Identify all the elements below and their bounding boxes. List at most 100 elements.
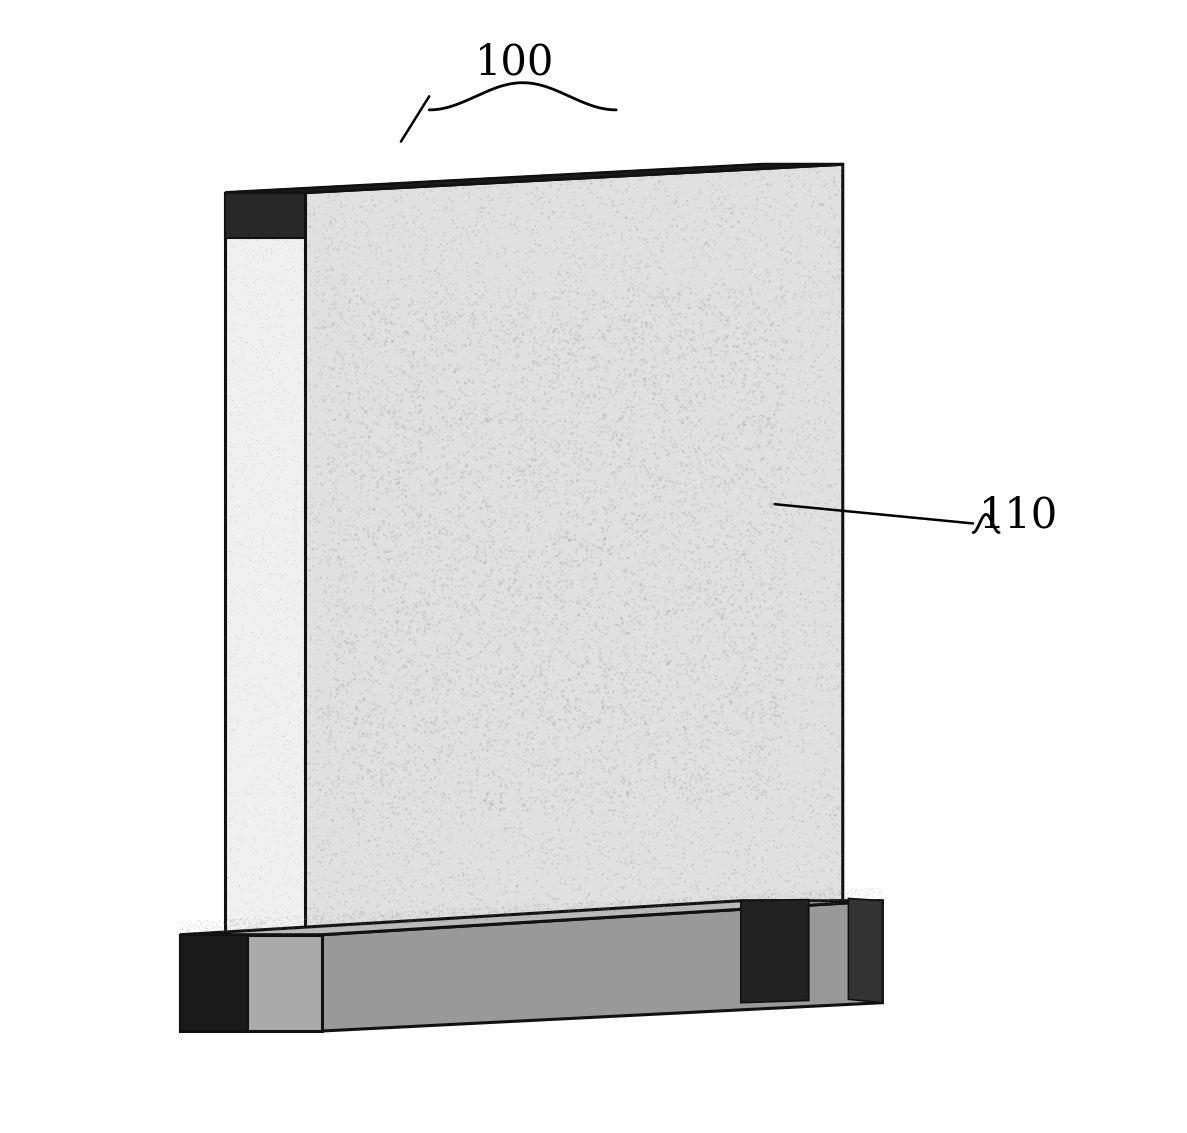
Point	[807, 462, 826, 480]
Point	[684, 489, 703, 508]
Point	[772, 463, 791, 482]
Point	[320, 854, 339, 872]
Point	[297, 910, 316, 928]
Point	[423, 270, 442, 288]
Point	[466, 782, 485, 800]
Point	[281, 534, 300, 552]
Point	[736, 440, 755, 458]
Point	[377, 527, 396, 545]
Point	[732, 804, 751, 823]
Point	[418, 356, 437, 374]
Point	[745, 225, 764, 244]
Point	[674, 206, 693, 224]
Point	[475, 585, 494, 603]
Point	[643, 807, 662, 825]
Point	[344, 571, 363, 589]
Point	[386, 911, 405, 929]
Point	[590, 531, 609, 550]
Point	[584, 300, 603, 318]
Point	[650, 375, 669, 393]
Point	[862, 892, 881, 910]
Point	[335, 644, 354, 662]
Point	[508, 820, 527, 838]
Point	[768, 778, 787, 796]
Point	[830, 222, 849, 240]
Point	[545, 563, 564, 581]
Point	[520, 585, 539, 603]
Point	[599, 895, 618, 913]
Point	[453, 322, 472, 340]
Point	[247, 714, 266, 732]
Point	[712, 672, 731, 690]
Point	[697, 445, 716, 463]
Point	[675, 722, 694, 740]
Point	[645, 588, 664, 606]
Point	[520, 613, 539, 631]
Point	[526, 672, 545, 690]
Point	[335, 398, 354, 416]
Point	[534, 542, 553, 560]
Point	[575, 552, 594, 570]
Point	[615, 680, 634, 698]
Point	[501, 443, 520, 461]
Point	[322, 911, 341, 929]
Point	[566, 417, 585, 435]
Point	[540, 291, 559, 309]
Point	[664, 306, 683, 324]
Point	[722, 528, 741, 546]
Point	[566, 380, 585, 398]
Point	[597, 656, 616, 674]
Point	[216, 911, 235, 929]
Point	[754, 301, 773, 320]
Point	[533, 642, 552, 661]
Point	[438, 742, 457, 760]
Point	[458, 443, 477, 461]
Point	[647, 557, 666, 576]
Point	[489, 179, 508, 197]
Point	[290, 216, 309, 235]
Point	[485, 900, 504, 918]
Point	[820, 806, 839, 824]
Point	[669, 826, 688, 844]
Point	[830, 297, 849, 315]
Point	[592, 539, 611, 557]
Point	[694, 290, 713, 308]
Point	[430, 905, 449, 923]
Point	[724, 406, 743, 424]
Point	[413, 689, 432, 707]
Point	[350, 735, 369, 753]
Point	[648, 644, 667, 662]
Point	[690, 582, 709, 600]
Point	[415, 590, 434, 608]
Point	[707, 758, 726, 776]
Point	[684, 630, 703, 648]
Point	[424, 807, 443, 825]
Point	[637, 503, 656, 521]
Point	[635, 726, 654, 744]
Point	[630, 596, 649, 614]
Point	[715, 768, 734, 786]
Point	[519, 267, 538, 286]
Point	[721, 485, 740, 503]
Point	[756, 786, 775, 804]
Point	[241, 497, 260, 516]
Point	[539, 392, 558, 410]
Point	[493, 742, 512, 760]
Point	[358, 791, 377, 809]
Point	[711, 394, 730, 412]
Point	[348, 908, 367, 926]
Point	[424, 900, 443, 918]
Point	[691, 241, 710, 259]
Point	[361, 259, 380, 278]
Point	[253, 886, 272, 904]
Point	[363, 741, 382, 759]
Point	[737, 842, 756, 860]
Point	[621, 321, 640, 339]
Point	[482, 829, 501, 847]
Point	[768, 312, 787, 330]
Point	[690, 526, 709, 544]
Point	[305, 431, 324, 449]
Point	[674, 892, 693, 910]
Point	[368, 908, 387, 926]
Point	[509, 252, 528, 270]
